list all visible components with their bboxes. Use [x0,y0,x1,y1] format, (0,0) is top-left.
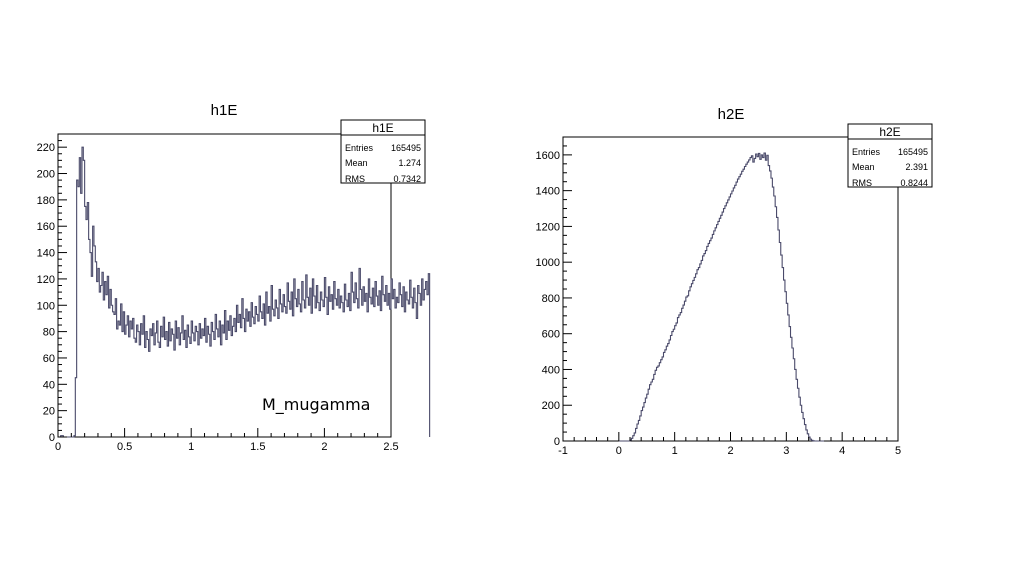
stats-box [340,119,426,184]
chart-title: h1E [211,102,238,119]
x-tick-label: 2 [321,441,327,453]
stats-rms-label: RMS [852,178,872,188]
y-tick-label: 600 [542,329,560,341]
stats-name: h1E [372,121,393,135]
y-tick-label: 800 [542,293,560,305]
y-tick-label: 1200 [536,221,560,233]
x-tick-label: 4 [839,445,845,457]
stats-rms-value: 0.8244 [900,178,928,188]
y-tick-label: 160 [37,221,55,233]
x-tick-label: 0 [55,441,61,453]
x-tick-label: 0.5 [117,441,132,453]
x-tick-label: 5 [895,445,901,457]
stats-box [847,123,933,188]
stats-entries-value: 165495 [898,147,928,157]
stats-entries-value: 165495 [391,143,421,153]
chart-annotation: M_mugamma [262,395,370,415]
y-tick-label: 120 [37,274,55,286]
x-tick-label: 1.5 [250,441,265,453]
y-tick-label: 80 [43,327,55,339]
y-tick-label: 220 [37,142,55,154]
stats-mean-value: 2.391 [905,162,928,172]
stats-mean-label: Mean [345,158,368,168]
stats-name: h2E [879,125,900,139]
histogram-series [618,152,825,442]
y-tick-label: 1000 [536,257,560,269]
stats-mean-label: Mean [852,162,875,172]
x-tick-label: 1 [672,445,678,457]
y-tick-label: 200 [37,169,55,181]
y-tick-label: 0 [49,432,55,444]
x-tick-label: 0 [616,445,622,457]
chart-title: h2E [718,106,745,123]
stats-rms-value: 0.7342 [393,174,421,184]
histogram-series [58,146,431,438]
y-tick-label: 20 [43,406,55,418]
stats-entries-label: Entries [852,147,881,157]
stats-mean-value: 1.274 [398,158,421,168]
y-tick-label: 200 [542,400,560,412]
x-tick-label: 3 [783,445,789,457]
y-tick-label: 1400 [536,186,560,198]
x-tick-label: 2.5 [383,441,398,453]
y-tick-label: 40 [43,379,55,391]
x-tick-label: -1 [558,445,568,457]
y-tick-label: 140 [37,248,55,260]
y-tick-label: 100 [37,300,55,312]
y-tick-label: 1600 [536,150,560,162]
y-tick-label: 400 [542,364,560,376]
stats-rms-label: RMS [345,174,365,184]
y-tick-label: 0 [554,436,560,448]
y-tick-label: 180 [37,195,55,207]
y-tick-label: 60 [43,353,55,365]
x-tick-label: 2 [727,445,733,457]
stats-entries-label: Entries [345,143,374,153]
x-tick-label: 1 [188,441,194,453]
